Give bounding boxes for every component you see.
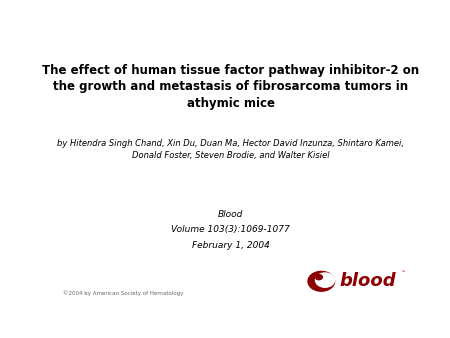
Text: ™: ™ bbox=[400, 270, 405, 275]
Circle shape bbox=[308, 271, 334, 291]
Text: ©2004 by American Society of Hematology: ©2004 by American Society of Hematology bbox=[63, 290, 184, 296]
Text: Volume 103(3):1069-1077: Volume 103(3):1069-1077 bbox=[171, 225, 290, 234]
Circle shape bbox=[315, 273, 334, 287]
Text: blood: blood bbox=[339, 272, 396, 290]
Circle shape bbox=[315, 274, 322, 280]
Text: by Hitendra Singh Chand, Xin Du, Duan Ma, Hector David Inzunza, Shintaro Kamei,
: by Hitendra Singh Chand, Xin Du, Duan Ma… bbox=[57, 140, 404, 160]
Text: February 1, 2004: February 1, 2004 bbox=[192, 241, 270, 250]
Text: The effect of human tissue factor pathway inhibitor-2 on
the growth and metastas: The effect of human tissue factor pathwa… bbox=[42, 64, 419, 110]
Text: Blood: Blood bbox=[218, 210, 243, 219]
